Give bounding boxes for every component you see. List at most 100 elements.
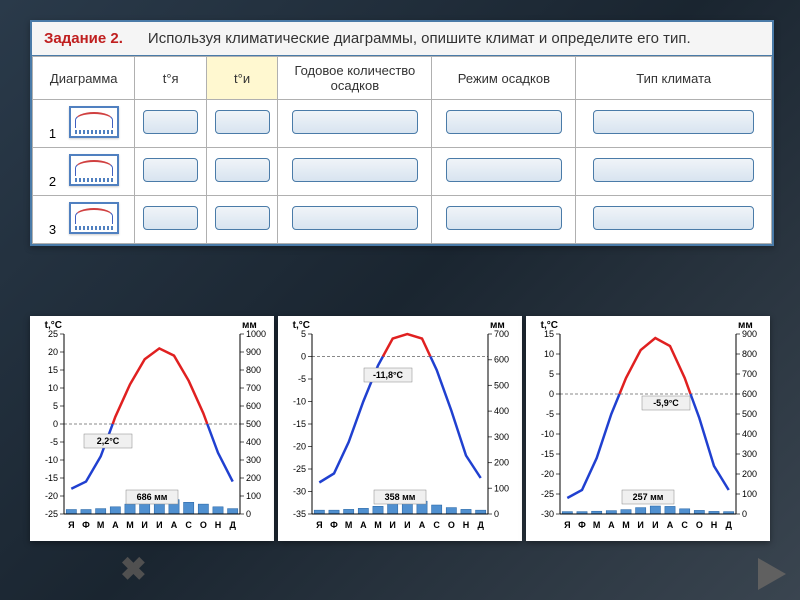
svg-text:Ф: Ф <box>578 520 586 530</box>
svg-text:А: А <box>360 520 367 530</box>
type-cell <box>576 196 772 244</box>
svg-text:О: О <box>200 520 207 530</box>
regime-cell <box>432 100 576 148</box>
svg-text:700: 700 <box>246 383 261 393</box>
svg-text:О: О <box>448 520 455 530</box>
answer-box[interactable] <box>446 158 563 182</box>
svg-text:0: 0 <box>53 419 58 429</box>
answer-box[interactable] <box>215 158 270 182</box>
svg-text:0: 0 <box>246 509 251 519</box>
svg-text:600: 600 <box>494 355 509 365</box>
svg-text:-15: -15 <box>541 449 554 459</box>
svg-text:М: М <box>126 520 134 530</box>
svg-text:И: И <box>652 520 658 530</box>
answer-box[interactable] <box>446 206 563 230</box>
diagram-thumbnail[interactable] <box>69 154 119 186</box>
climate-diagram: t,°Cмм-25-20-15-10-505101520250100200300… <box>30 316 274 541</box>
answer-box[interactable] <box>215 110 270 134</box>
diagram-thumbnail[interactable] <box>69 106 119 138</box>
tjan-cell <box>135 196 206 244</box>
table-row: 1 <box>33 100 772 148</box>
answer-box[interactable] <box>143 206 198 230</box>
th-type: Тип климата <box>576 57 772 100</box>
type-cell <box>576 148 772 196</box>
answer-box[interactable] <box>143 158 198 182</box>
svg-text:300: 300 <box>742 449 757 459</box>
svg-text:200: 200 <box>246 473 261 483</box>
climate-diagram: t,°Cмм-30-25-20-15-10-505101501002003004… <box>526 316 770 541</box>
task-title: Задание 2. <box>44 30 123 47</box>
svg-text:200: 200 <box>494 458 509 468</box>
diagram-thumbnail[interactable] <box>69 202 119 234</box>
regime-cell <box>432 196 576 244</box>
svg-text:-10: -10 <box>293 397 306 407</box>
th-tjan: t°я <box>135 57 206 100</box>
svg-text:-5: -5 <box>50 437 58 447</box>
svg-text:200: 200 <box>742 469 757 479</box>
svg-text:-10: -10 <box>45 455 58 465</box>
svg-text:Я: Я <box>316 520 322 530</box>
svg-text:И: И <box>637 520 643 530</box>
svg-text:М: М <box>593 520 601 530</box>
svg-text:100: 100 <box>494 483 509 493</box>
svg-text:-5,9°C: -5,9°C <box>653 398 679 408</box>
svg-text:О: О <box>696 520 703 530</box>
svg-text:900: 900 <box>246 347 261 357</box>
svg-text:Ф: Ф <box>82 520 90 530</box>
svg-text:5: 5 <box>549 369 554 379</box>
th-regime: Режим осадков <box>432 57 576 100</box>
svg-text:А: А <box>667 520 674 530</box>
svg-text:15: 15 <box>544 329 554 339</box>
svg-text:10: 10 <box>544 349 554 359</box>
regime-cell <box>432 148 576 196</box>
svg-text:Я: Я <box>564 520 570 530</box>
answer-box[interactable] <box>215 206 270 230</box>
svg-text:0: 0 <box>494 509 499 519</box>
answer-box[interactable] <box>593 110 754 134</box>
precip-cell <box>278 100 432 148</box>
svg-text:С: С <box>681 520 688 530</box>
svg-text:1000: 1000 <box>246 329 266 339</box>
answer-box[interactable] <box>593 158 754 182</box>
svg-text:500: 500 <box>494 380 509 390</box>
svg-text:С: С <box>433 520 440 530</box>
svg-text:700: 700 <box>494 329 509 339</box>
next-arrow-icon[interactable] <box>758 558 786 590</box>
svg-text:-25: -25 <box>541 489 554 499</box>
svg-text:0: 0 <box>742 509 747 519</box>
tjan-cell <box>135 148 206 196</box>
tjan-cell <box>135 100 206 148</box>
answer-box[interactable] <box>593 206 754 230</box>
svg-text:900: 900 <box>742 329 757 339</box>
svg-text:5: 5 <box>53 401 58 411</box>
svg-text:600: 600 <box>246 401 261 411</box>
svg-text:257 мм: 257 мм <box>633 492 664 502</box>
svg-text:Я: Я <box>68 520 74 530</box>
answer-box[interactable] <box>292 158 417 182</box>
tjul-cell <box>206 100 277 148</box>
close-icon[interactable]: ✖ <box>120 550 147 588</box>
svg-text:-20: -20 <box>293 442 306 452</box>
svg-text:500: 500 <box>246 419 261 429</box>
charts-row: t,°Cмм-25-20-15-10-505101520250100200300… <box>30 316 770 541</box>
th-tjul: t°и <box>206 57 277 100</box>
th-precip: Годовое количество осадков <box>278 57 432 100</box>
svg-text:0: 0 <box>301 352 306 362</box>
svg-text:М: М <box>97 520 105 530</box>
svg-text:Д: Д <box>725 520 732 530</box>
svg-text:100: 100 <box>742 489 757 499</box>
answer-box[interactable] <box>292 110 417 134</box>
svg-text:Н: Н <box>215 520 222 530</box>
row-num-cell: 3 <box>33 196 135 244</box>
svg-text:И: И <box>389 520 395 530</box>
answer-box[interactable] <box>446 110 563 134</box>
svg-text:15: 15 <box>48 365 58 375</box>
svg-text:-15: -15 <box>293 419 306 429</box>
svg-text:400: 400 <box>494 406 509 416</box>
svg-text:-10: -10 <box>541 429 554 439</box>
answer-box[interactable] <box>292 206 417 230</box>
svg-text:500: 500 <box>742 409 757 419</box>
svg-text:-5: -5 <box>546 409 554 419</box>
answer-box[interactable] <box>143 110 198 134</box>
task-header: Задание 2. Используя климатические диагр… <box>32 22 772 56</box>
